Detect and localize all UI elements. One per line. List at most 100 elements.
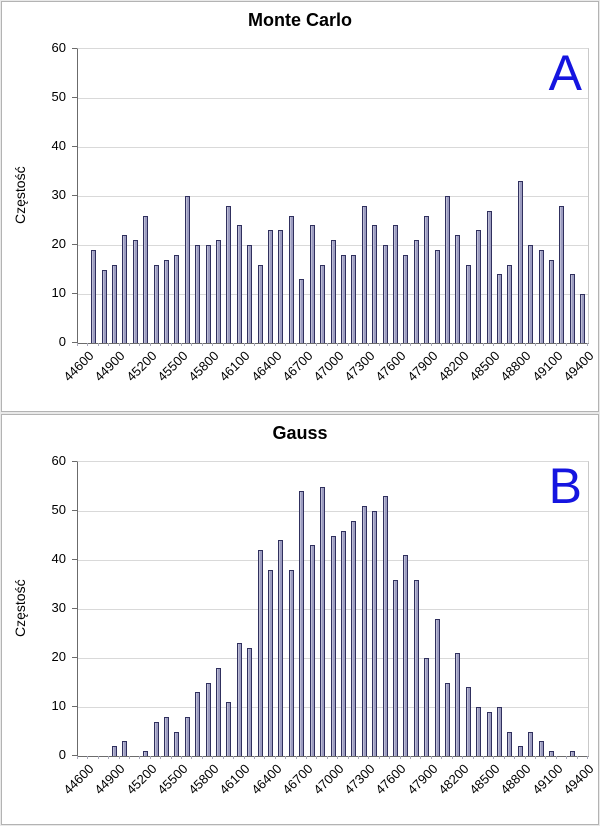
x-tick-mark [139, 756, 141, 759]
x-tick-mark [285, 343, 287, 346]
x-tick-label: 47900 [404, 761, 441, 798]
x-tick-label: 46100 [216, 761, 253, 798]
histogram-bar [507, 731, 513, 756]
histogram-bar [351, 520, 357, 756]
x-tick-mark [378, 343, 380, 346]
histogram-bar [195, 245, 201, 343]
x-tick-label: 44600 [60, 348, 97, 385]
x-tick-mark [316, 343, 318, 346]
x-tick-mark [389, 343, 391, 346]
histogram-bar [268, 230, 274, 343]
x-tick-mark [482, 756, 484, 759]
x-tick-mark [347, 343, 349, 346]
gridline [78, 98, 588, 99]
y-tick-label: 10 [51, 285, 66, 300]
histogram-bar [299, 279, 305, 343]
x-tick-mark [295, 343, 297, 346]
x-tick-mark [97, 343, 99, 346]
x-tick-mark [87, 756, 89, 759]
x-tick-mark [253, 756, 255, 759]
x-tick-label: 48800 [497, 348, 534, 385]
histogram-bar [122, 235, 128, 343]
x-tick-mark [451, 756, 453, 759]
x-tick-label: 49100 [528, 761, 566, 798]
x-tick-mark [358, 756, 360, 759]
x-tick-mark [430, 756, 432, 759]
histogram-bar [132, 240, 138, 343]
histogram-bar [455, 235, 461, 343]
x-tick-mark [160, 343, 162, 346]
x-tick-mark [472, 343, 474, 346]
x-tick-mark [326, 343, 328, 346]
histogram-bar [163, 259, 169, 343]
x-tick-mark [222, 343, 224, 346]
x-tick-mark [347, 756, 349, 759]
histogram-bar [497, 274, 503, 343]
y-tick-label: 0 [58, 334, 66, 349]
x-tick-mark [160, 756, 162, 759]
x-tick-mark [378, 756, 380, 759]
x-tick-mark [358, 343, 360, 346]
histogram-bar [153, 264, 159, 343]
x-tick-mark [587, 343, 588, 346]
histogram-bar [444, 682, 450, 756]
x-tick-mark [503, 343, 505, 346]
x-tick-label: 47300 [341, 348, 378, 385]
histogram-bar [507, 264, 513, 343]
x-tick-mark [389, 756, 391, 759]
y-tick-mark [72, 510, 77, 511]
y-tick-label: 10 [51, 698, 66, 713]
y-tick-mark [72, 706, 77, 707]
x-tick-mark [118, 756, 120, 759]
histogram-bar [549, 259, 555, 343]
x-tick-label: 49400 [560, 761, 597, 798]
histogram-bar [424, 215, 430, 343]
histogram-bar [174, 254, 180, 343]
x-tick-mark [503, 756, 505, 759]
x-tick-mark [181, 343, 183, 346]
histogram-bar [153, 721, 159, 756]
x-tick-mark [191, 756, 193, 759]
histogram-bar [413, 240, 419, 343]
x-tick-label: 48200 [435, 761, 472, 798]
x-tick-mark [399, 756, 401, 759]
histogram-bar [538, 249, 544, 343]
histogram-bar [382, 245, 388, 343]
y-tick-mark [72, 608, 77, 609]
histogram-bar [392, 225, 398, 343]
x-tick-label: 48800 [497, 761, 534, 798]
x-tick-mark [534, 343, 536, 346]
x-tick-mark [462, 756, 464, 759]
x-tick-mark [368, 343, 370, 346]
x-tick-mark [493, 343, 495, 346]
x-tick-label: 45800 [185, 761, 222, 798]
histogram-bar [528, 731, 534, 756]
x-tick-label: 44600 [60, 761, 97, 798]
x-tick-label: 46400 [247, 348, 285, 385]
plot-area [77, 48, 589, 344]
x-tick-label: 47900 [404, 348, 441, 385]
histogram-bar [195, 692, 201, 756]
histogram-bar [340, 530, 346, 756]
histogram-bar [320, 264, 326, 343]
y-tick-mark [72, 342, 77, 343]
histogram-bar [257, 264, 263, 343]
gridline [78, 511, 588, 512]
histogram-bar [549, 751, 555, 756]
x-tick-mark [430, 343, 432, 346]
histogram-bar [538, 741, 544, 756]
x-tick-mark [108, 343, 110, 346]
x-tick-mark [514, 756, 516, 759]
x-tick-mark [274, 343, 276, 346]
x-tick-mark [587, 756, 588, 759]
x-tick-mark [555, 343, 557, 346]
x-tick-mark [77, 756, 78, 759]
x-tick-mark [264, 756, 266, 759]
histogram-bar [382, 496, 388, 756]
x-tick-mark [472, 756, 474, 759]
x-tick-mark [243, 756, 245, 759]
histogram-bar [111, 746, 117, 756]
histogram-bar [372, 511, 378, 756]
histogram-bar [434, 249, 440, 343]
